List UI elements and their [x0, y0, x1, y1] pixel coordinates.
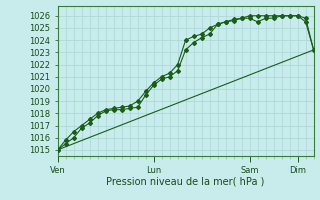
- X-axis label: Pression niveau de la mer( hPa ): Pression niveau de la mer( hPa ): [107, 177, 265, 187]
